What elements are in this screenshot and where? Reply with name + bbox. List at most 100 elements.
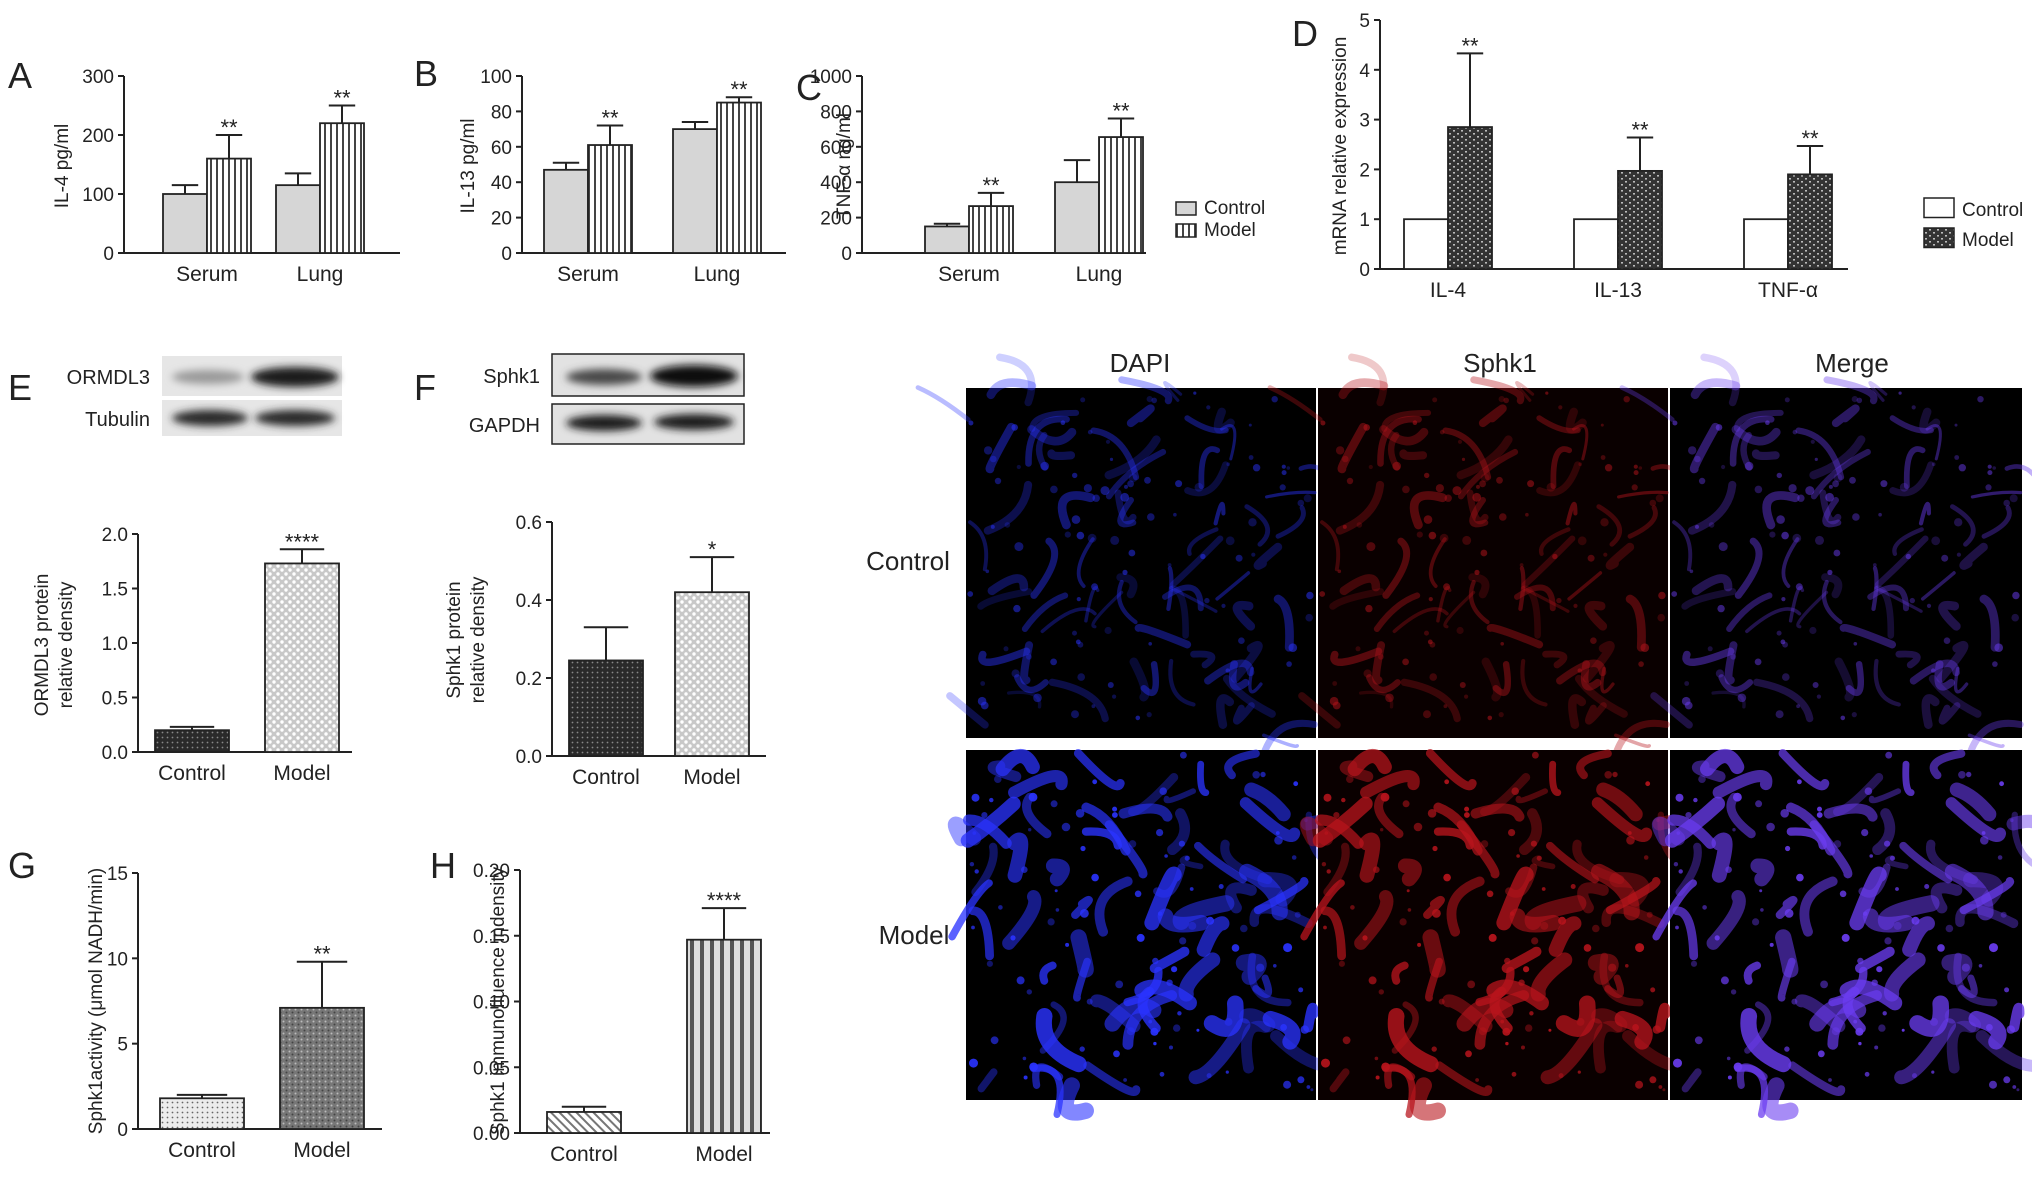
micro-texture (1387, 431, 1401, 471)
micro-dot (1144, 476, 1151, 484)
micro-dot (1281, 470, 1287, 476)
micro-tile-model-dapi (947, 748, 1342, 1121)
micro-dot (1523, 966, 1530, 973)
micro-dot (1880, 480, 1888, 488)
micro-texture (986, 378, 1037, 400)
micro-dot (1577, 1070, 1581, 1074)
micro-dot (1438, 998, 1445, 1005)
significance-mark: * (708, 537, 717, 562)
micro-dot (1200, 553, 1206, 560)
micro-dot (1499, 513, 1507, 521)
micro-texture (1796, 590, 1829, 629)
micro-texture (987, 760, 1022, 783)
panel-letter-d: D (1292, 13, 1318, 54)
micro-texture (1542, 650, 1568, 669)
micro-dot (1150, 1027, 1159, 1036)
micro-dot (1817, 806, 1822, 812)
micro-dot (1480, 473, 1490, 483)
micro-dot (1402, 800, 1410, 808)
micro-texture (1496, 866, 1534, 931)
micro-dot (1087, 533, 1097, 543)
micro-texture (2006, 814, 2032, 831)
micro-dot (1112, 694, 1117, 699)
micro-dot (1776, 472, 1783, 479)
y-tick-label: 0 (117, 1120, 128, 1141)
legend-swatch (1175, 223, 1197, 238)
micro-dot (1283, 943, 1293, 953)
micro-texture (1076, 537, 1095, 588)
micro-texture (1979, 594, 2000, 652)
micro-dot (2010, 818, 2014, 822)
micro-dot (1911, 916, 1920, 925)
micro-dot (1766, 822, 1775, 832)
micro-texture (1469, 497, 1489, 528)
micro-dot (1853, 642, 1858, 646)
micro-texture (1868, 381, 1888, 402)
micro-dot (1511, 1071, 1517, 1077)
bar-model (1617, 169, 1663, 270)
micro-texture (1777, 957, 1796, 1002)
micro-dot (1251, 552, 1256, 557)
micro-texture (1970, 490, 2023, 499)
micro-dot (1273, 964, 1277, 968)
micro-dot (1321, 862, 1327, 867)
micro-texture (1604, 974, 1625, 998)
micro-dot (1432, 845, 1438, 852)
micro-texture (1600, 666, 1615, 694)
micro-dot (994, 477, 1002, 485)
micro-dot (1342, 455, 1349, 463)
micro-texture (1373, 592, 1421, 632)
blot-f-label-bottom: GAPDH (469, 415, 540, 437)
micro-dot (1456, 626, 1464, 635)
micro-texture (1122, 990, 1178, 1050)
micro-dot (1461, 457, 1466, 461)
micro-texture (1253, 876, 1309, 915)
micro-texture (1329, 588, 1385, 610)
micro-dot (1350, 905, 1355, 910)
micro-texture (1470, 803, 1525, 822)
micro-dot (1091, 873, 1099, 882)
micro-dot (1488, 933, 1497, 942)
micro-dot (1016, 464, 1021, 470)
micro-dot (1184, 855, 1190, 861)
micro-dot (1412, 420, 1418, 426)
micro-texture (1216, 694, 1235, 730)
micro-dot (1536, 855, 1542, 861)
micro-texture (1902, 916, 1935, 957)
micro-dot (1256, 963, 1265, 972)
micro-dot (1693, 797, 1698, 803)
significance-mark: ** (1631, 118, 1649, 143)
micro-dot (1050, 800, 1058, 808)
micro-texture (1567, 571, 1603, 601)
micro-dot (1457, 439, 1463, 444)
micro-texture (1029, 409, 1080, 432)
micro-dot (1784, 909, 1794, 918)
micro-texture (1889, 415, 1934, 434)
micro-dot (1760, 908, 1764, 912)
micro-texture (1220, 424, 1237, 461)
micro-tile-model-sphk1 (1299, 748, 1694, 1121)
micro-texture (1733, 409, 1784, 432)
micro-dot (1221, 603, 1226, 609)
micro-dot (1864, 787, 1873, 795)
y-axis-label: Sphk1 protein relative density (444, 576, 489, 703)
micro-texture (1681, 588, 1737, 610)
micro-texture (1839, 624, 1897, 649)
micro-texture (1048, 678, 1109, 723)
micro-texture (1007, 832, 1029, 883)
micro-texture (1975, 1030, 2032, 1072)
micro-dot (1452, 486, 1462, 496)
micro-dot (1016, 976, 1025, 985)
micro-dot (1147, 513, 1155, 521)
micro-dot (1443, 583, 1451, 591)
micro-dot (1715, 424, 1723, 431)
micro-dot (1136, 933, 1145, 942)
micro-dot (1930, 1017, 1938, 1026)
micro-dot (1869, 854, 1873, 858)
blot-f-label-top: Sphk1 (483, 366, 540, 388)
micro-texture (2011, 811, 2032, 867)
micro-texture (1140, 661, 1160, 696)
micro-dot (1931, 1070, 1935, 1074)
micro-dot (1649, 499, 1657, 507)
micro-dot (1878, 512, 1882, 517)
